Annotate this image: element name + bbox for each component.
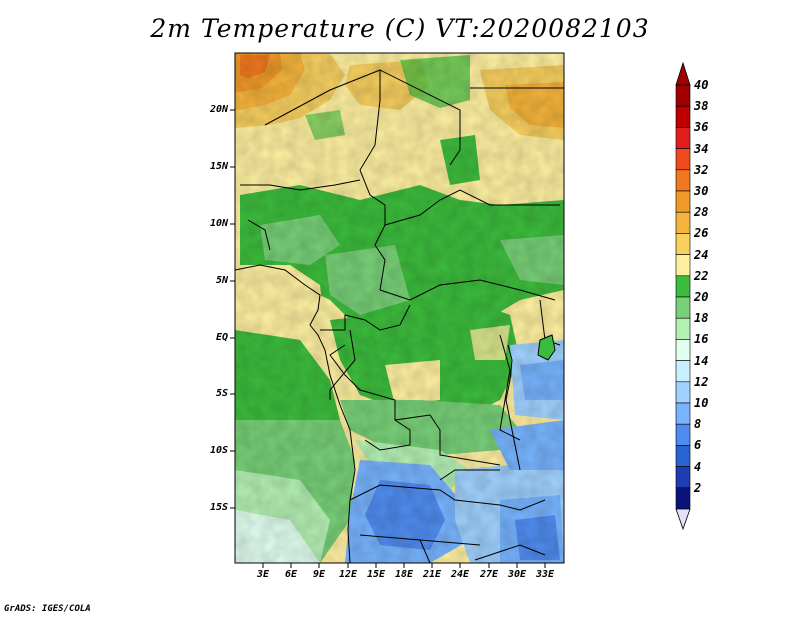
- colorbar-segment: [675, 339, 691, 361]
- colorbar-segment: [675, 190, 691, 213]
- colorbar-tick-label: 24: [694, 247, 709, 262]
- colorbar-segment: [675, 487, 691, 510]
- colorbar-tick-label: 4: [694, 459, 702, 474]
- lat-label: 15N: [209, 161, 228, 172]
- lat-label: 5N: [215, 275, 228, 286]
- lon-label: 3E: [256, 569, 270, 580]
- lon-label: 15E: [366, 569, 386, 580]
- lat-label: 5S: [215, 388, 228, 399]
- colorbar-tick-label: 28: [694, 205, 709, 220]
- map-title: 2m Temperature (C) VT:2020082103: [150, 14, 650, 43]
- lon-label: 9E: [312, 569, 326, 580]
- colorbar-tick-label: 36: [694, 120, 709, 135]
- colorbar-under-arrow: [675, 508, 691, 531]
- colorbar-tick-label: 34: [694, 141, 709, 156]
- footer-credit: GrADS: IGES/COLA: [4, 604, 91, 614]
- colorbar-tick-label: 32: [694, 162, 709, 177]
- colorbar-segment: [675, 360, 691, 383]
- colorbar-segment: [675, 317, 691, 340]
- colorbar-tick-label: 40: [694, 78, 709, 92]
- lon-label: 24E: [450, 569, 470, 580]
- lon-label: 12E: [338, 569, 358, 580]
- lon-label: 27E: [479, 569, 499, 580]
- coastline: [235, 264, 556, 563]
- colorbar-tick-label: 6: [694, 438, 702, 453]
- lon-label: 6E: [284, 569, 298, 580]
- colorbar-segment: [675, 254, 691, 277]
- colorbar-segment: [675, 233, 691, 255]
- lat-label: 20N: [209, 104, 228, 115]
- colorbar-tick-label: 8: [694, 417, 702, 432]
- colorbar-segment: [675, 105, 691, 128]
- lat-label: 10N: [209, 218, 228, 229]
- map-frame: [234, 52, 565, 564]
- colorbar-tick-label: 12: [694, 374, 709, 389]
- country-borders: [240, 69, 564, 563]
- lat-ticks: [230, 109, 235, 509]
- colorbar-tick-label: 26: [694, 226, 709, 241]
- colorbar-segment: [675, 148, 691, 171]
- colorbar-segment: [675, 466, 691, 489]
- colorbar: [675, 61, 691, 531]
- colorbar-tick-label: 18: [694, 311, 709, 326]
- colorbar-segment: [675, 84, 691, 107]
- colorbar-segment: [675, 445, 691, 467]
- colorbar-tick-label: 10: [694, 396, 709, 410]
- colorbar-segment: [675, 127, 691, 149]
- lat-label: 15S: [209, 502, 228, 513]
- lon-label: 18E: [394, 569, 414, 580]
- colorbar-segment: [675, 402, 691, 425]
- temperature-field: [235, 53, 564, 563]
- lon-label: 21E: [422, 569, 442, 580]
- lat-label: EQ: [215, 332, 228, 343]
- lon-label: 30E: [507, 569, 527, 580]
- colorbar-tick-label: 38: [694, 99, 709, 114]
- colorbar-tick-label: 2: [694, 480, 702, 495]
- lon-ticks: [262, 563, 546, 568]
- lon-label: 33E: [535, 569, 555, 580]
- colorbar-segment: [675, 381, 691, 404]
- colorbar-tick-label: 16: [694, 332, 709, 347]
- colorbar-tick-label: 22: [694, 268, 709, 283]
- colorbar-segment: [675, 275, 691, 298]
- colorbar-segment: [675, 211, 691, 234]
- colorbar-tick-label: 30: [694, 184, 709, 198]
- colorbar-tick-label: 14: [694, 353, 709, 368]
- colorbar-segment: [675, 423, 691, 446]
- lat-label: 10S: [209, 445, 228, 456]
- colorbar-tick-label: 20: [694, 290, 709, 304]
- colorbar-segment: [675, 296, 691, 319]
- colorbar-segment: [675, 169, 691, 192]
- colorbar-over-arrow: [675, 61, 691, 86]
